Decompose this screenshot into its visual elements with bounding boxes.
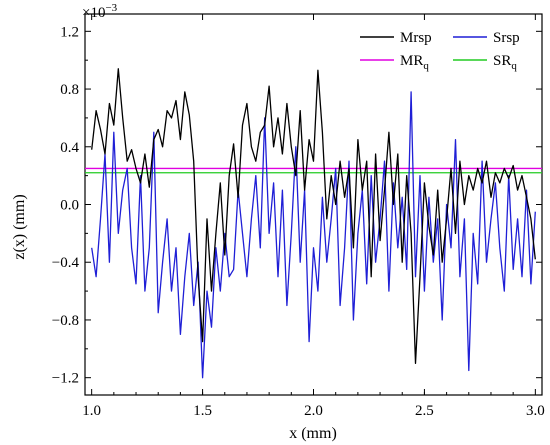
x-tick-label: 1.5 [193, 403, 212, 419]
y-tick-label: −0.4 [52, 255, 80, 271]
series-line-mrsp [91, 68, 536, 364]
legend-label: SRq [493, 53, 517, 72]
x-axis: 1.0 1.5 2.0 2.5 3.0 [82, 14, 545, 419]
y-multiplier-exponent: −3 [105, 2, 117, 14]
y-axis: −1.2 −0.8 −0.4 0.0 0.4 0.8 1.2 [52, 24, 542, 387]
plot-frame [84, 13, 543, 396]
y-multiplier-base: ×10 [82, 5, 105, 21]
y-axis-title: z(x) (mm) [11, 194, 28, 259]
series-line-srsp [91, 91, 536, 379]
legend-label: Mrsp [400, 30, 432, 46]
x-tick-label: 1.0 [82, 403, 101, 419]
x-tick-label: 3.0 [526, 403, 545, 419]
y-tick-label: 0.8 [60, 82, 79, 98]
y-axis-multiplier: ×10−3 [82, 2, 118, 21]
y-tick-label: 0.0 [60, 198, 79, 214]
legend-item: Mrsp [360, 30, 432, 46]
legend-item: Srsp [453, 30, 520, 46]
y-tick-label: 0.4 [60, 140, 79, 156]
legend-label: Srsp [493, 30, 520, 46]
y-tick-label: 1.2 [60, 24, 79, 40]
legend-item: MRq [360, 53, 429, 72]
y-tick-label: −0.8 [52, 313, 79, 329]
y-tick-label: −1.2 [52, 371, 79, 387]
x-axis-title: x (mm) [289, 425, 337, 442]
x-tick-label: 2.5 [415, 403, 434, 419]
plot-area [84, 13, 543, 396]
reference-lines [85, 167, 542, 174]
legend-item: SRq [453, 53, 517, 72]
legend-label: MRq [400, 53, 429, 72]
legend: Mrsp Srsp MRq SRq [360, 30, 520, 72]
series-layer [91, 68, 536, 379]
x-tick-label: 2.0 [304, 403, 323, 419]
